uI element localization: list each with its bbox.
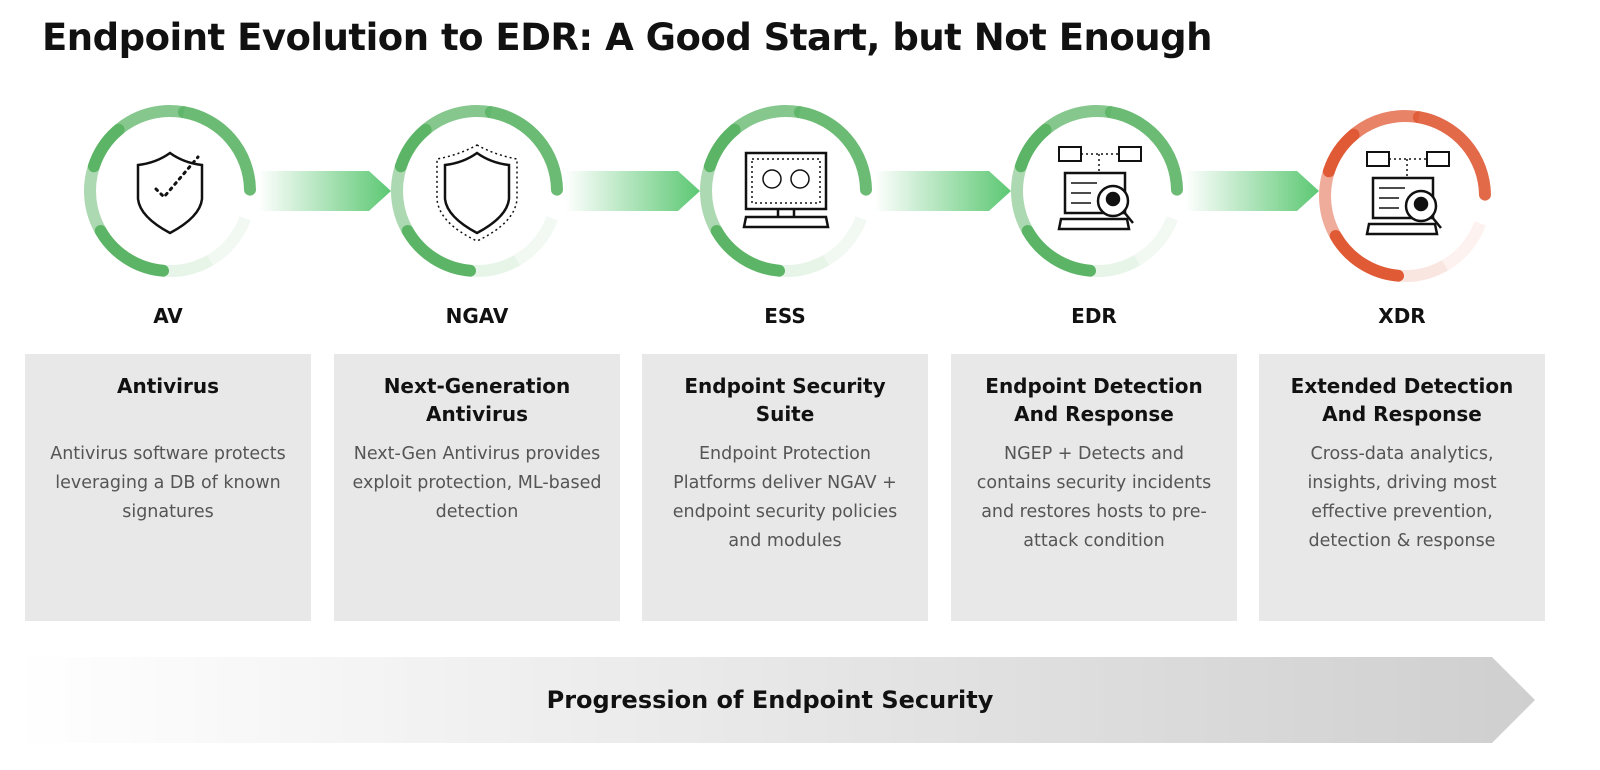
stage-ring-xdr bbox=[1319, 110, 1491, 282]
progression-arrow bbox=[15, 657, 1535, 743]
progress-arrow bbox=[1185, 171, 1319, 211]
stage-ring-av bbox=[84, 105, 256, 277]
page-title: Endpoint Evolution to EDR: A Good Start,… bbox=[42, 16, 1212, 59]
stage-card: Endpoint Security Suite Endpoint Protecti… bbox=[642, 354, 928, 621]
stage-description: Antivirus software protects leveraging a… bbox=[50, 444, 286, 522]
progress-arrow bbox=[565, 171, 700, 211]
computer-threat-icon bbox=[742, 151, 830, 229]
stage-card: Extended Detection And Response Cross-dat… bbox=[1259, 354, 1545, 621]
stage-card: Antivirus Antivirus software protects lev… bbox=[25, 354, 311, 621]
progress-arrow bbox=[258, 171, 391, 211]
progression-label: Progression of Endpoint Security bbox=[546, 686, 994, 714]
stage-graphics bbox=[84, 105, 1491, 282]
stage-abbr: XDR bbox=[1378, 304, 1426, 328]
stage-ring-edr bbox=[1011, 105, 1183, 277]
stage-description: Cross-data analytics, insights, driving … bbox=[1307, 444, 1497, 551]
stage-description: Next-Gen Antivirus provides exploit prot… bbox=[352, 444, 602, 522]
progress-arrow bbox=[874, 171, 1011, 211]
stage-abbr: NGAV bbox=[445, 304, 509, 328]
stage-name: Antivirus bbox=[116, 374, 220, 398]
stage-name: Endpoint Security Suite bbox=[684, 374, 886, 426]
stage-name: Extended Detection And Response bbox=[1290, 374, 1514, 426]
shield-check-icon bbox=[136, 151, 204, 235]
stage-abbr: EDR bbox=[1071, 304, 1117, 328]
stage-description: Endpoint Protection Platforms deliver NG… bbox=[672, 444, 898, 551]
stage-abbr: AV bbox=[153, 304, 183, 328]
stage-card: Endpoint Detection And Response NGEP + De… bbox=[951, 354, 1237, 621]
stage-name: Endpoint Detection And Response bbox=[985, 374, 1203, 426]
network-skull-search-icon bbox=[1057, 146, 1142, 231]
stage-ring-ess bbox=[700, 105, 872, 277]
stage-abbr: ESS bbox=[764, 304, 806, 328]
stage-description: NGEP + Detects and contains security inc… bbox=[976, 444, 1212, 551]
network-skull-search-icon bbox=[1365, 151, 1450, 236]
stage-name: Next-Generation Antivirus bbox=[383, 374, 571, 426]
stage-card: Next-Generation Antivirus Next-Gen Antivi… bbox=[334, 354, 620, 621]
stage-ring-ngav bbox=[391, 105, 563, 277]
shield-icon bbox=[436, 144, 518, 242]
